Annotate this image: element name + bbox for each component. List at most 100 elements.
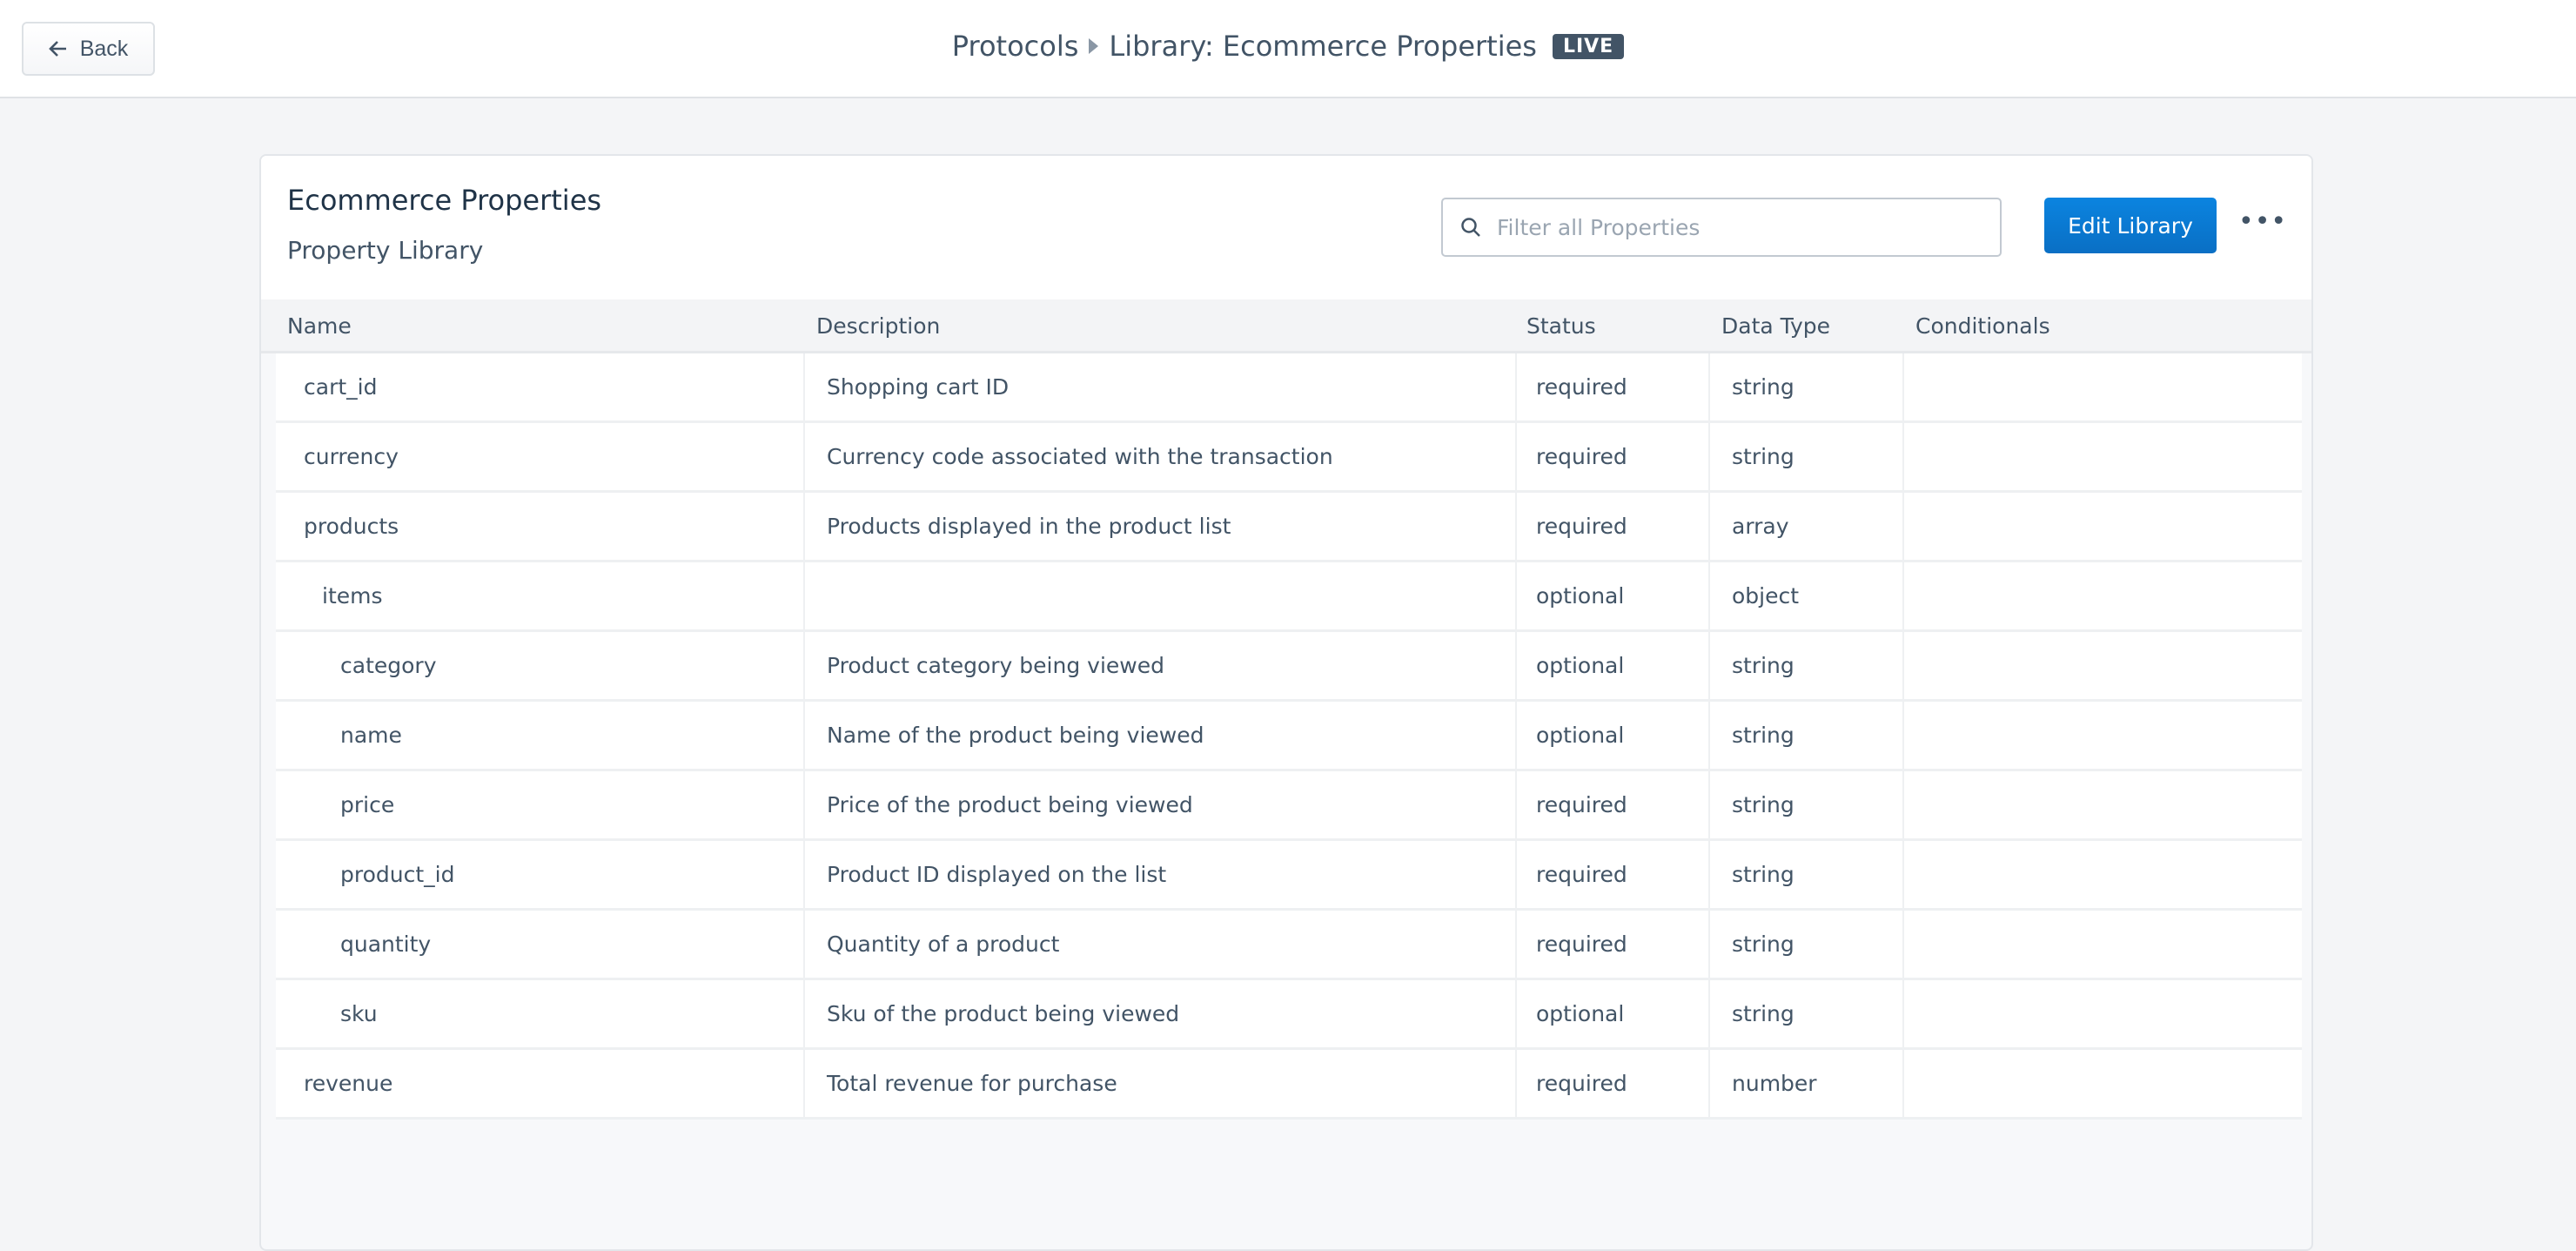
table-header: Name Description Status Data Type Condit… (261, 299, 2311, 353)
column-divider (803, 841, 805, 908)
cell-data-type: number (1732, 1071, 1817, 1096)
column-divider (1708, 493, 1710, 560)
cell-status: optional (1536, 723, 1625, 748)
top-bar: Back Protocols Library: Ecommerce Proper… (0, 0, 2576, 98)
column-header-data-type[interactable]: Data Type (1721, 313, 1831, 339)
column-divider (1515, 1050, 1517, 1117)
column-divider (1515, 353, 1517, 420)
cell-data-type: string (1732, 932, 1794, 957)
table-row[interactable]: sku Sku of the product being viewed option… (276, 980, 2302, 1050)
cell-name: items (322, 583, 383, 609)
table-row[interactable]: name Name of the product being viewed opti… (276, 702, 2302, 771)
table-row[interactable]: revenue Total revenue for purchase require… (276, 1050, 2302, 1120)
cell-description: Shopping cart ID (827, 374, 1010, 400)
cell-name: products (304, 514, 399, 539)
column-header-name[interactable]: Name (287, 313, 352, 339)
cell-name: revenue (304, 1071, 393, 1096)
card-header: Ecommerce Properties Property Library Ed… (261, 156, 2311, 299)
column-divider (803, 423, 805, 490)
column-divider (1902, 702, 1904, 769)
cell-status: optional (1536, 1001, 1625, 1026)
search-icon (1461, 218, 1480, 237)
column-divider (1902, 911, 1904, 978)
column-divider (803, 980, 805, 1047)
cell-data-type: string (1732, 444, 1794, 469)
arrow-left-icon (48, 41, 66, 57)
column-divider (1902, 493, 1904, 560)
cell-description: Sku of the product being viewed (827, 1001, 1180, 1026)
cell-description: Product ID displayed on the list (827, 862, 1167, 887)
cell-status: required (1536, 1071, 1627, 1096)
breadcrumb-current: Library: Ecommerce Properties (1109, 30, 1537, 63)
edit-library-button[interactable]: Edit Library (2044, 198, 2217, 253)
cell-status: required (1536, 792, 1627, 817)
cell-name: price (340, 792, 395, 817)
table-row[interactable]: products Products displayed in the produc… (276, 493, 2302, 562)
column-divider (1708, 353, 1710, 420)
back-button[interactable]: Back (22, 22, 155, 76)
column-header-description[interactable]: Description (816, 313, 941, 339)
table-row[interactable]: product_id Product ID displayed on the li… (276, 841, 2302, 911)
cell-name: category (340, 653, 437, 678)
cell-data-type: string (1732, 1001, 1794, 1026)
column-divider (803, 632, 805, 699)
cell-data-type: string (1732, 374, 1794, 400)
column-divider (1708, 1050, 1710, 1117)
column-divider (803, 1050, 805, 1117)
cell-status: required (1536, 932, 1627, 957)
cell-status: required (1536, 444, 1627, 469)
column-divider (1515, 911, 1517, 978)
cell-status: required (1536, 374, 1627, 400)
table-row[interactable]: items optional object (276, 562, 2302, 632)
cell-status: required (1536, 514, 1627, 539)
table-row[interactable]: quantity Quantity of a product required str… (276, 911, 2302, 980)
column-header-status[interactable]: Status (1526, 313, 1596, 339)
column-divider (1708, 841, 1710, 908)
table-row[interactable]: category Product category being viewed opt… (276, 632, 2302, 702)
cell-data-type: string (1732, 792, 1794, 817)
cell-name: cart_id (304, 374, 378, 400)
column-divider (1515, 423, 1517, 490)
library-card: Ecommerce Properties Property Library Ed… (259, 154, 2313, 1251)
cell-name: product_id (340, 862, 455, 887)
column-divider (803, 702, 805, 769)
cell-data-type: array (1732, 514, 1789, 539)
column-divider (1902, 353, 1904, 420)
cell-data-type: string (1732, 862, 1794, 887)
column-divider (1708, 423, 1710, 490)
cell-status: optional (1536, 583, 1625, 609)
cell-description: Price of the product being viewed (827, 792, 1193, 817)
page-subtitle: Property Library (287, 236, 484, 265)
column-divider (1515, 841, 1517, 908)
search-input[interactable] (1497, 214, 1984, 240)
table-body: cart_id Shopping cart ID required string cur… (276, 353, 2302, 1120)
column-divider (1515, 632, 1517, 699)
table-row[interactable]: price Price of the product being viewed re… (276, 771, 2302, 841)
column-divider (1902, 980, 1904, 1047)
column-header-conditionals[interactable]: Conditionals (1915, 313, 2050, 339)
column-divider (803, 493, 805, 560)
cell-name: name (340, 723, 402, 748)
column-divider (1902, 771, 1904, 838)
table-row[interactable]: currency Currency code associated with th… (276, 423, 2302, 493)
cell-status: optional (1536, 653, 1625, 678)
column-divider (803, 353, 805, 420)
breadcrumb: Protocols Library: Ecommerce Properties … (0, 30, 2576, 63)
caret-right-icon (1089, 38, 1099, 54)
column-divider (1902, 632, 1904, 699)
column-divider (1902, 423, 1904, 490)
more-horizontal-icon[interactable]: ••• (2238, 206, 2288, 237)
column-divider (1902, 562, 1904, 629)
cell-name: currency (304, 444, 399, 469)
column-divider (1708, 562, 1710, 629)
cell-name: quantity (340, 932, 432, 957)
column-divider (1708, 702, 1710, 769)
column-divider (1708, 980, 1710, 1047)
column-divider (1515, 562, 1517, 629)
cell-description: Products displayed in the product list (827, 514, 1231, 539)
search-field[interactable] (1441, 198, 2002, 257)
column-divider (1708, 911, 1710, 978)
column-divider (1708, 771, 1710, 838)
breadcrumb-root[interactable]: Protocols (951, 30, 1079, 63)
table-row[interactable]: cart_id Shopping cart ID required string (276, 353, 2302, 423)
